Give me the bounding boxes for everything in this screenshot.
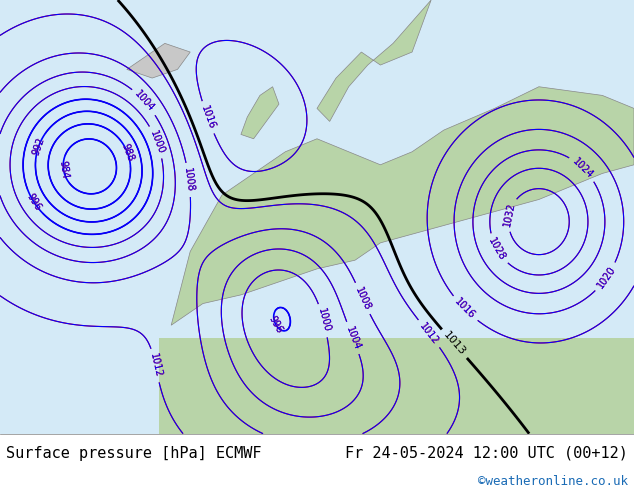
Text: 1020: 1020 (595, 265, 618, 291)
Text: 1008: 1008 (183, 167, 195, 193)
Text: 1000: 1000 (316, 307, 332, 334)
Text: 996: 996 (25, 192, 43, 213)
Text: 1000: 1000 (316, 307, 332, 334)
Text: Fr 24-05-2024 12:00 UTC (00+12): Fr 24-05-2024 12:00 UTC (00+12) (345, 446, 628, 461)
Text: 1016: 1016 (453, 297, 477, 321)
Text: 1024: 1024 (571, 156, 595, 180)
Text: 984: 984 (57, 160, 70, 179)
Text: 1000: 1000 (148, 129, 166, 155)
Text: 988: 988 (119, 142, 135, 163)
Text: 1008: 1008 (183, 167, 195, 193)
Text: 1032: 1032 (502, 201, 517, 228)
Text: 1028: 1028 (487, 236, 507, 263)
Text: 984: 984 (57, 160, 70, 179)
Text: 1020: 1020 (595, 265, 618, 291)
Text: 992: 992 (31, 136, 46, 157)
Text: 988: 988 (119, 142, 135, 163)
Text: 1012: 1012 (148, 352, 163, 379)
Text: 996: 996 (267, 314, 285, 335)
Text: 996: 996 (25, 192, 43, 213)
Text: 1004: 1004 (133, 89, 157, 114)
Polygon shape (127, 44, 190, 78)
Polygon shape (241, 87, 279, 139)
Text: 1013: 1013 (441, 330, 467, 358)
Text: 1016: 1016 (199, 104, 217, 131)
Text: 1004: 1004 (344, 325, 362, 351)
Text: 1012: 1012 (148, 352, 163, 379)
Text: 1004: 1004 (344, 325, 362, 351)
Text: 1008: 1008 (353, 285, 372, 312)
Text: 996: 996 (267, 314, 285, 335)
Text: 1012: 1012 (418, 321, 441, 346)
Polygon shape (317, 0, 431, 122)
Text: Surface pressure [hPa] ECMWF: Surface pressure [hPa] ECMWF (6, 446, 262, 461)
Text: 992: 992 (31, 136, 46, 157)
Text: 1032: 1032 (502, 201, 517, 228)
Text: 1008: 1008 (353, 285, 372, 312)
Text: 1016: 1016 (453, 297, 477, 321)
Text: 1024: 1024 (571, 156, 595, 180)
Text: 1016: 1016 (199, 104, 217, 131)
Text: 1000: 1000 (148, 129, 166, 155)
Bar (158, 338, 634, 434)
Text: 1028: 1028 (487, 236, 507, 263)
Text: 1004: 1004 (133, 89, 157, 114)
Text: ©weatheronline.co.uk: ©weatheronline.co.uk (477, 475, 628, 488)
Polygon shape (171, 87, 634, 325)
Text: 1012: 1012 (418, 321, 441, 346)
